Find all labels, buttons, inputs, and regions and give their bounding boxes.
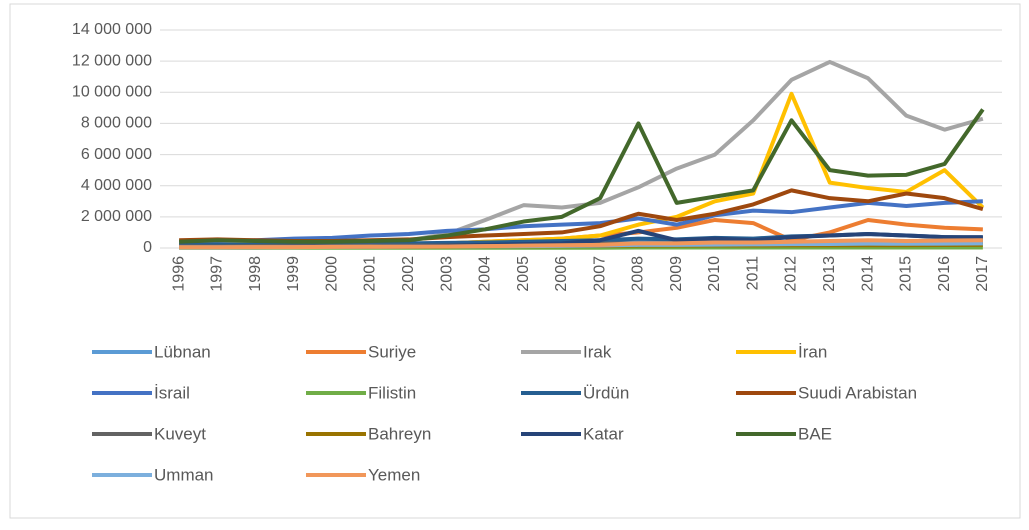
legend-label: Kuveyt (154, 424, 206, 443)
x-tick-label: 2017 (974, 256, 991, 292)
x-tick-label: 1997 (209, 256, 226, 292)
legend-label: Filistin (368, 383, 416, 402)
legend-label: Lübnan (154, 342, 211, 361)
y-tick-label: 6 000 000 (81, 146, 152, 163)
x-tick-label: 2007 (591, 256, 608, 292)
x-tick-label: 2014 (859, 256, 876, 292)
x-tick-label: 1996 (170, 256, 187, 292)
x-tick-label: 2015 (898, 256, 915, 292)
legend-label: BAE (798, 424, 832, 443)
legend-label: Suriye (368, 342, 416, 361)
x-tick-label: 2012 (783, 256, 800, 292)
x-tick-label: 2008 (630, 256, 647, 292)
x-tick-label: 2013 (821, 256, 838, 292)
x-tick-label: 2001 (362, 256, 379, 292)
y-tick-label: 10 000 000 (72, 84, 152, 101)
legend-label: Umman (154, 465, 214, 484)
y-tick-label: 0 (143, 239, 152, 256)
legend-label: Irak (583, 342, 612, 361)
y-tick-label: 12 000 000 (72, 52, 152, 69)
x-tick-label: 1999 (285, 256, 302, 292)
x-tick-label: 2002 (400, 256, 417, 292)
y-tick-label: 8 000 000 (81, 115, 152, 132)
y-tick-label: 14 000 000 (72, 21, 152, 38)
legend-label: Yemen (368, 465, 420, 484)
legend-label: Bahreyn (368, 424, 431, 443)
x-tick-label: 1998 (247, 256, 264, 292)
x-tick-label: 2000 (323, 256, 340, 292)
y-tick-label: 2 000 000 (81, 208, 152, 225)
legend-label: İran (798, 342, 827, 361)
legend-label: İsrail (154, 383, 190, 402)
x-tick-label: 2009 (668, 256, 685, 292)
legend-label: Suudi Arabistan (798, 383, 917, 402)
y-tick-label: 4 000 000 (81, 177, 152, 194)
x-tick-label: 2010 (706, 256, 723, 292)
x-tick-label: 2016 (936, 256, 953, 292)
x-tick-label: 2005 (515, 256, 532, 292)
x-tick-label: 2004 (477, 256, 494, 292)
x-tick-label: 2003 (438, 256, 455, 292)
x-tick-label: 2006 (553, 256, 570, 292)
x-tick-label: 2011 (744, 256, 761, 291)
legend-label: Ürdün (583, 383, 629, 402)
legend-label: Katar (583, 424, 624, 443)
